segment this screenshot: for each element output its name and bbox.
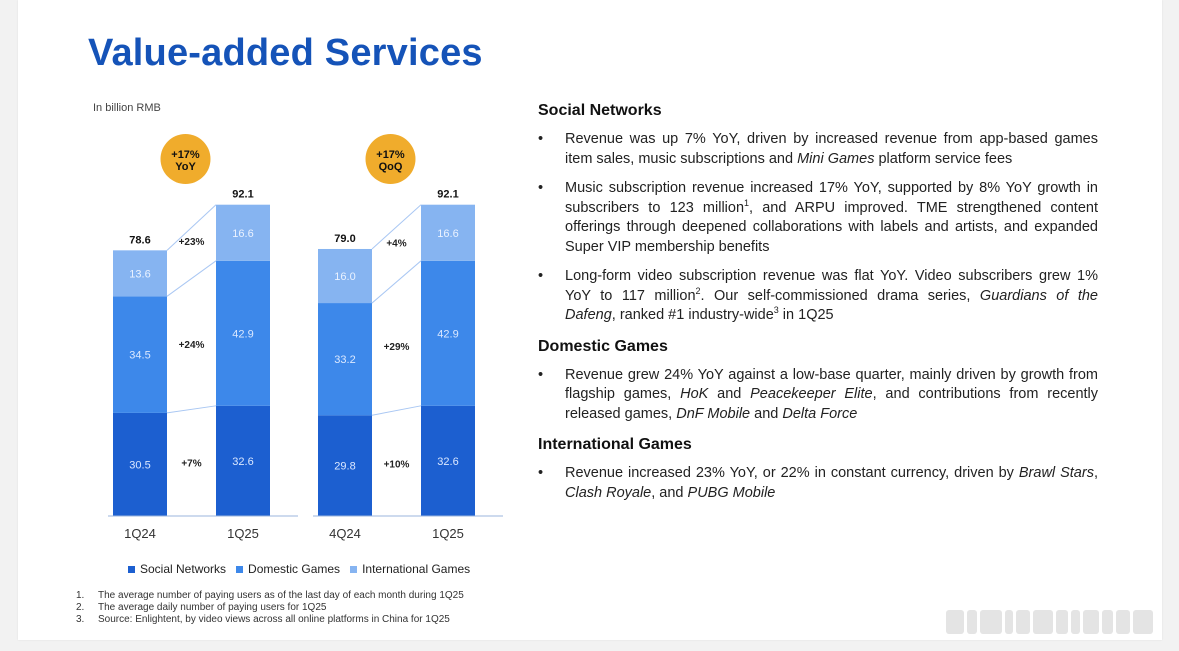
bullet-dot: • [538,465,544,481]
bullet-item: • Music subscription revenue increased 17… [538,179,1098,257]
connector-line [371,260,422,304]
data-label: 42.9 [437,328,458,340]
growth-badge [365,134,416,184]
data-label: 42.9 [232,328,253,340]
footnote: 2. The average daily number of paying use… [76,602,464,614]
badge-percent: +17% [376,149,405,161]
chart-legend: Social Networks Domestic Games Internation… [128,562,470,576]
data-label: 30.5 [129,459,150,471]
bullet-list: • Revenue grew 24% YoY against a low-base… [538,366,1098,425]
bar-segment [318,303,372,416]
connector-line [166,405,217,414]
section-heading: Social Networks [538,102,662,119]
bullet-text: Music subscription revenue increased 17%… [565,180,1098,255]
growth-label: +29% [384,342,410,353]
bullet-dot: • [538,131,544,147]
badge-percent: +17% [171,149,200,161]
bar-segment [216,260,270,406]
data-label: 29.8 [334,461,355,473]
unit-label: In billion RMB [93,102,161,114]
legend-swatch [128,565,135,573]
data-label: 33.2 [334,354,355,366]
bar-segment [421,204,475,261]
data-label: 34.5 [129,350,150,362]
footnote-number: 2. [76,602,85,613]
bullet-text: Long-form video subscription revenue was… [565,268,1098,323]
connector-line [371,204,422,250]
bar-segment [216,405,270,516]
total-label: 79.0 [334,233,355,245]
footnote-text: Source: Enlightent, by video views acros… [98,614,450,625]
legend-item: Social Networks [128,562,226,576]
bullet-item: • Revenue was up 7% YoY, driven by increa… [538,130,1098,169]
footnote-number: 3. [76,614,85,625]
x-tick-label: 1Q25 [227,526,259,541]
data-label: 32.6 [437,456,458,468]
bullet-dot: • [538,268,544,284]
slide: Value-added Services In billion RMB 30.5… [18,0,1162,640]
data-label: 16.0 [334,271,355,283]
legend-item: International Games [350,562,470,576]
bar-segment [113,412,167,516]
footnote: 3. Source: Enlightent, by video views acr… [76,614,464,626]
section-heading: International Games [538,436,692,453]
bar-segment [318,415,372,516]
footnote-text: The average daily number of paying users… [98,602,327,613]
legend-swatch [350,565,358,573]
footnotes: 1. The average number of paying users as … [76,590,464,626]
commentary-panel: Social Networks • Revenue was up 7% YoY, d… [538,102,1098,515]
watermark-bar [946,608,1168,636]
bullet-dot: • [538,180,544,196]
growth-badge [160,134,211,184]
legend-swatch [236,565,244,573]
legend-label: Social Networks [140,562,227,576]
bullet-text: Revenue was up 7% YoY, driven by increas… [565,131,1098,167]
growth-label: +10% [384,459,410,470]
connector-line [166,260,217,297]
data-label: 16.6 [437,228,458,240]
bar-segment [318,248,372,304]
total-label: 78.6 [129,234,150,246]
growth-label: +24% [179,340,205,351]
bullet-text: Revenue increased 23% YoY, or 22% in con… [565,465,1098,501]
legend-label: Domestic Games [248,562,341,576]
x-tick-label: 4Q24 [329,526,361,541]
badge-basis: YoY [175,161,196,173]
total-label: 92.1 [437,189,458,201]
growth-label: +4% [386,238,406,249]
growth-label: +7% [181,459,201,470]
data-label: 16.6 [232,228,253,240]
x-tick-label: 1Q24 [124,526,156,541]
growth-label: +23% [179,237,205,248]
footnote-text: The average number of paying users as of… [98,590,464,601]
bar-segment [113,296,167,413]
bullet-list: • Revenue was up 7% YoY, driven by increa… [538,130,1098,326]
bar-segment [421,405,475,516]
connector-line [166,204,217,251]
total-label: 92.1 [232,189,253,201]
bullet-item: • Revenue grew 24% YoY against a low-base… [538,366,1098,425]
bar-segment [421,260,475,406]
legend-label: International Games [362,562,471,576]
bullet-item: • Long-form video subscription revenue wa… [538,267,1098,326]
badge-basis: QoQ [379,161,403,173]
footnote: 1. The average number of paying users as … [76,590,464,602]
page-title: Value-added Services [88,32,483,74]
bullet-dot: • [538,366,544,383]
bullet-item: • Revenue increased 23% YoY, or 22% in co… [538,464,1098,503]
data-label: 13.6 [129,268,150,280]
footnote-number: 1. [76,590,85,601]
connector-line [371,405,422,416]
bar-segment [113,250,167,297]
data-label: 32.6 [232,456,253,468]
x-tick-label: 1Q25 [432,526,464,541]
bullet-text: Revenue grew 24% YoY against a low-base … [565,366,1099,422]
bar-segment [216,204,270,261]
section-heading: Domestic Games [538,337,668,355]
legend-item: Domestic Games [236,562,340,576]
stacked-bar-chart: 30.5 34.5 13.6 78.6 1Q24 32.6 42.9 16.6 92.1 1Q25… [108,134,503,541]
bullet-list: • Revenue increased 23% YoY, or 22% in co… [538,464,1098,503]
